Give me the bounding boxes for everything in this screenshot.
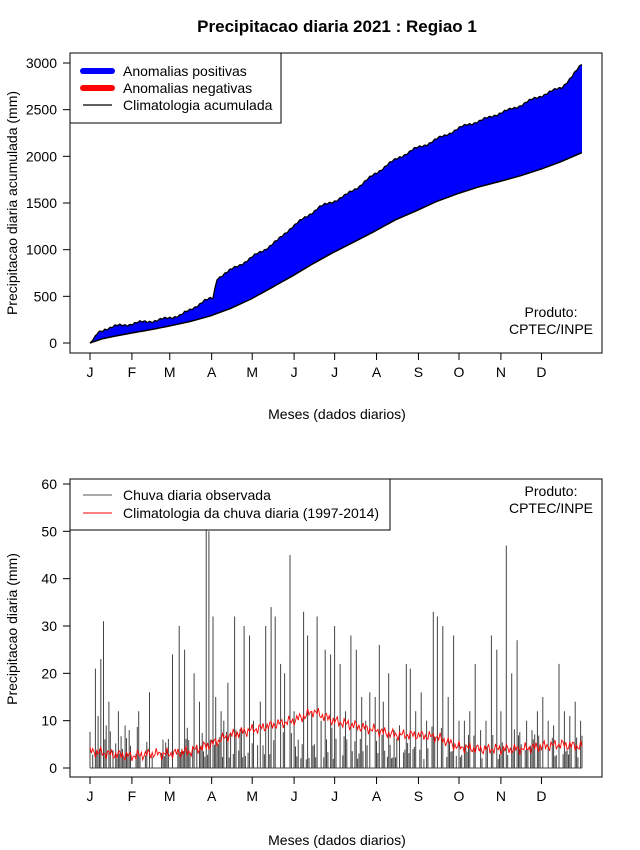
x-tick-label: M [164, 364, 176, 380]
positive-anomaly-area [90, 64, 582, 343]
y-tick-label: 1500 [26, 195, 57, 211]
y-axis: 0 10 20 30 40 50 60 [41, 476, 71, 776]
product-label-line1: Produto: [525, 304, 578, 320]
chart-title: Precipitacao diaria 2021 : Regiao 1 [197, 17, 477, 36]
x-tick-label: J [331, 364, 338, 380]
x-tick-label: J [87, 364, 94, 380]
x-tick-label: A [372, 788, 382, 804]
y-axis-label: Precipitacao diaria acumulada (mm) [4, 91, 20, 315]
x-tick-label: D [536, 788, 546, 804]
y-tick-label: 0 [49, 760, 57, 776]
x-tick-label: M [246, 364, 258, 380]
x-tick-label: F [128, 364, 137, 380]
climatology-daily-line [89, 707, 583, 762]
climatology-line [89, 707, 583, 762]
y-tick-label: 30 [41, 618, 57, 634]
legend-item-observed: Chuva diaria observada [123, 487, 271, 503]
x-tick-label: J [291, 364, 298, 380]
x-tick-label: A [372, 364, 382, 380]
x-axis-label: Meses (dados diarios) [268, 832, 406, 848]
anomaly-area [89, 64, 583, 344]
y-tick-label: 500 [34, 288, 58, 304]
y-tick-label: 0 [49, 335, 57, 351]
x-axis-label: Meses (dados diarios) [268, 406, 406, 422]
x-tick-label: M [246, 788, 258, 804]
x-tick-label: F [128, 788, 137, 804]
legend-item-climatology: Climatologia da chuva diaria (1997-2014) [123, 505, 379, 521]
x-tick-label: S [414, 788, 423, 804]
legend: Anomalias positivas Anomalias negativas … [69, 52, 282, 124]
x-tick-label: S [414, 364, 423, 380]
daily-rain-bars [89, 484, 583, 769]
climatology-cumulative-line [89, 151, 583, 344]
x-tick-label: O [454, 788, 465, 804]
y-tick-label: 1000 [26, 242, 57, 258]
x-tick-label: J [87, 788, 94, 804]
product-label-line2: CPTEC/INPE [509, 500, 593, 516]
y-axis: 0 500 1000 1500 2000 2500 3000 [26, 55, 71, 351]
y-tick-label: 50 [41, 523, 57, 539]
legend-item-negative: Anomalias negativas [123, 80, 252, 96]
y-tick-label: 60 [41, 476, 57, 492]
y-tick-label: 10 [41, 713, 57, 729]
x-tick-label: N [496, 788, 506, 804]
product-label-line2: CPTEC/INPE [509, 321, 593, 337]
legend-box [69, 478, 391, 531]
legend-item-positive: Anomalias positivas [123, 63, 247, 79]
y-tick-label: 40 [41, 571, 57, 587]
x-tick-label: N [496, 364, 506, 380]
x-tick-label: O [454, 364, 465, 380]
y-axis-label: Precipitacao diaria (mm) [4, 553, 20, 705]
x-tick-label: A [207, 788, 217, 804]
observed-cumulative-line [89, 64, 583, 344]
y-tick-label: 3000 [26, 55, 57, 71]
cumulative-precipitation-panel: 0 500 1000 1500 2000 2500 3000 J F M A M J J A S O N D Pr… [4, 52, 603, 422]
y-tick-label: 20 [41, 665, 57, 681]
x-tick-label: D [536, 364, 546, 380]
legend-item-climatology: Climatologia acumulada [123, 97, 273, 113]
y-tick-label: 2500 [26, 102, 57, 118]
x-tick-label: A [207, 364, 217, 380]
y-tick-label: 2000 [26, 148, 57, 164]
daily-precipitation-panel: 0 10 20 30 40 50 60 J F M A M J J A S O N D Precipitacao … [4, 476, 603, 848]
x-tick-label: J [331, 788, 338, 804]
x-tick-label: J [291, 788, 298, 804]
x-tick-label: M [164, 788, 176, 804]
legend: Chuva diaria observada Climatologia da c… [69, 478, 391, 531]
product-label-line1: Produto: [525, 483, 578, 499]
